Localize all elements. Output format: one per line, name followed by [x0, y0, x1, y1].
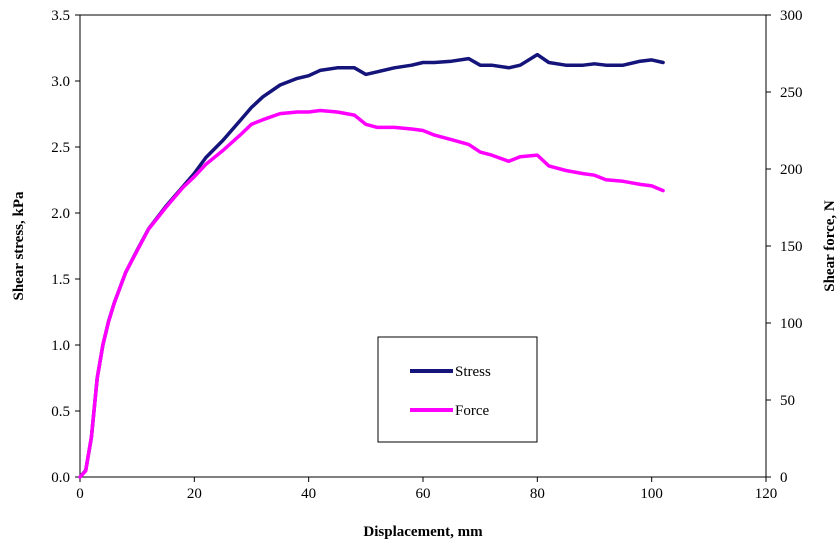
series-line-force [78, 108, 665, 479]
x-tick-label: 100 [640, 486, 663, 502]
y2-tick-label: 50 [780, 393, 795, 409]
y-tick-label: 3.0 [51, 74, 70, 90]
x-tick-label: 80 [530, 486, 545, 502]
x-axis-ticks: 0 20 40 60 80 100 120 [76, 477, 777, 502]
legend-stress-label: Stress [455, 364, 491, 380]
legend-force-label: Force [455, 403, 489, 419]
y2-axis-ticks: 0 50 100 150 200 250 300 [766, 8, 803, 486]
y-axis-title: Shear stress, kPa [11, 191, 27, 301]
x-tick-label: 40 [301, 486, 316, 502]
series-lines [78, 52, 665, 479]
y-axis-ticks: 0.0 0.5 1.0 1.5 2.0 2.5 3.0 3.5 [51, 8, 80, 486]
x-tick-label: 60 [416, 486, 431, 502]
y2-tick-label: 150 [780, 239, 803, 255]
y2-axis-title: Shear force, N [822, 200, 838, 292]
y-tick-label: 2.0 [51, 206, 70, 222]
y-tick-label: 0.0 [51, 470, 70, 486]
x-axis-title: Displacement, mm [363, 524, 483, 540]
y2-tick-label: 200 [780, 162, 803, 178]
y2-tick-label: 300 [780, 8, 803, 24]
y-tick-label: 2.5 [51, 140, 70, 156]
x-tick-label: 20 [187, 486, 202, 502]
y-tick-label: 1.5 [51, 272, 70, 288]
y-tick-label: 1.0 [51, 338, 70, 354]
y-tick-label: 3.5 [51, 8, 70, 24]
y-tick-label: 0.5 [51, 404, 70, 420]
legend: Stress Force [377, 336, 538, 443]
y2-tick-label: 0 [780, 470, 788, 486]
x-tick-label: 0 [76, 486, 84, 502]
legend-box [377, 336, 538, 443]
x-tick-label: 120 [755, 486, 778, 502]
y2-tick-label: 100 [780, 316, 803, 332]
y2-tick-label: 250 [780, 85, 803, 101]
